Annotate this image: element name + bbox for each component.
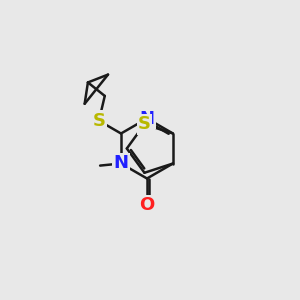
Text: N: N <box>113 154 128 172</box>
Text: S: S <box>92 112 105 130</box>
Text: O: O <box>140 196 154 214</box>
Text: N: N <box>140 110 154 128</box>
Text: S: S <box>138 115 151 133</box>
